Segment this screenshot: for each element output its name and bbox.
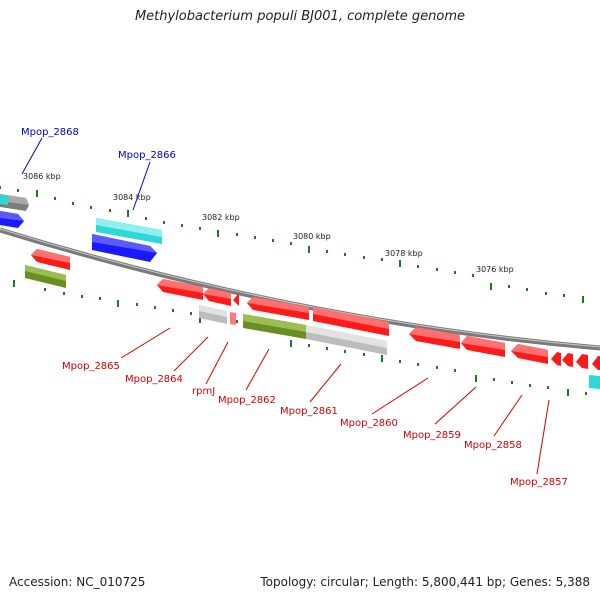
- gene-rpmj-pink[interactable]: [230, 312, 236, 325]
- gene-cyan-edge[interactable]: [589, 375, 600, 389]
- gene-label-mpop-2866[interactable]: Mpop_2866: [118, 150, 176, 161]
- gene-label-mpop-2864[interactable]: Mpop_2864: [125, 374, 183, 385]
- kbp-label: 3082 kbp: [202, 213, 240, 222]
- gene-cyan-left[interactable]: [0, 195, 8, 205]
- genome-summary-text: Topology: circular; Length: 5,800,441 bp…: [260, 575, 590, 589]
- label-leader-lines: [21, 137, 550, 475]
- gene-label-rpmj[interactable]: rpmJ: [192, 386, 215, 397]
- gene-red-small-c[interactable]: [576, 354, 588, 369]
- gene-red-mpop-2858[interactable]: [511, 344, 548, 364]
- gene-red-mpop-2862-top[interactable]: [247, 297, 309, 320]
- gene-blue-mpop-2866[interactable]: [92, 234, 157, 262]
- gene-olive-mpop-2862[interactable]: [243, 314, 306, 339]
- gene-label-mpop-2859[interactable]: Mpop_2859: [403, 430, 461, 441]
- gene-label-mpop-2857[interactable]: Mpop_2857: [510, 477, 568, 488]
- gene-gray-mpop-2861[interactable]: [306, 325, 387, 355]
- upper-tick-row: [0, 186, 584, 303]
- gene-label-mpop-2858[interactable]: Mpop_2858: [464, 440, 522, 451]
- kbp-label: 3084 kbp: [113, 193, 151, 202]
- gene-cyan-mpop-2866[interactable]: [96, 218, 162, 244]
- gene-red-small-b[interactable]: [562, 353, 573, 367]
- gene-red-mpop-2859[interactable]: [461, 336, 505, 357]
- accession-text: Accession: NC_010725: [9, 575, 146, 589]
- gene-label-mpop-2860[interactable]: Mpop_2860: [340, 418, 398, 429]
- kbp-label: 3080 kbp: [293, 232, 331, 241]
- gene-label-mpop-2865[interactable]: Mpop_2865: [62, 361, 120, 372]
- gene-red-mpop-2860[interactable]: [409, 327, 460, 349]
- gene-red-mpop-2864[interactable]: [203, 288, 231, 306]
- kbp-label: 3086 kbp: [23, 172, 61, 181]
- gene-red-small-a[interactable]: [551, 352, 561, 366]
- gene-red-mpop-2861-top[interactable]: [313, 307, 389, 336]
- gene-label-mpop-2862[interactable]: Mpop_2862: [218, 395, 276, 406]
- gene-label-mpop-2861[interactable]: Mpop_2861: [280, 406, 338, 417]
- gene-red-rpmj[interactable]: [233, 293, 239, 306]
- gene-blue-left[interactable]: [0, 211, 24, 228]
- genome-title: Methylobacterium populi BJ001, complete …: [134, 9, 466, 24]
- kbp-label: 3078 kbp: [385, 249, 423, 258]
- kbp-label: 3076 kbp: [476, 265, 514, 274]
- gene-olive-left[interactable]: [25, 265, 66, 288]
- gene-red-small-left[interactable]: [31, 249, 70, 270]
- gene-red-edge[interactable]: [592, 356, 600, 370]
- gene-red-mpop-2865[interactable]: [157, 279, 203, 300]
- gene-gray-mpop-2864[interactable]: [199, 305, 227, 324]
- gene-label-mpop-2868[interactable]: Mpop_2868: [21, 127, 79, 138]
